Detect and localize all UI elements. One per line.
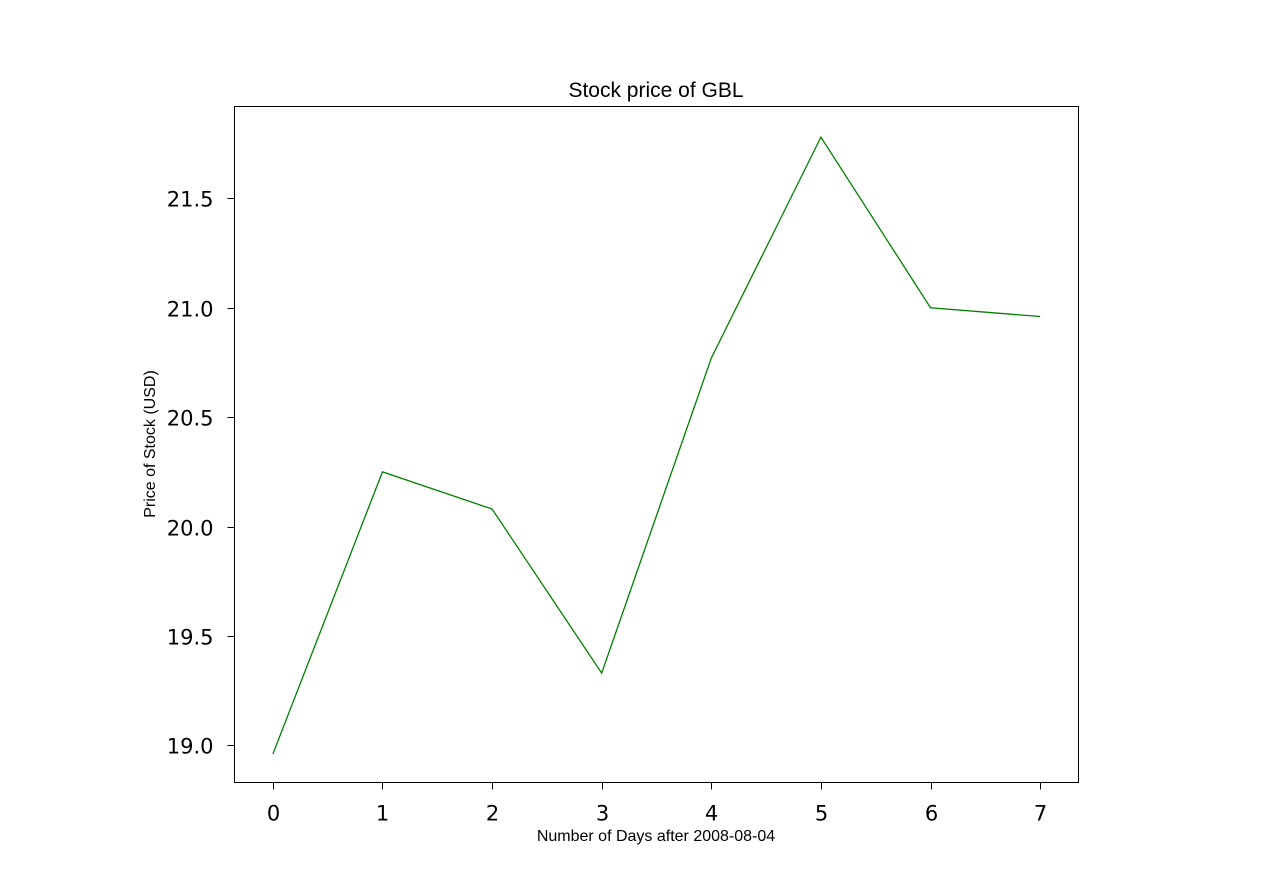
y-tick-label: 19.0 bbox=[167, 735, 214, 759]
x-axis-label: Number of Days after 2008-08-04 bbox=[537, 828, 775, 845]
x-tick-label: 2 bbox=[486, 802, 499, 826]
y-tick-label: 21.5 bbox=[167, 188, 214, 212]
y-axis-label: Price of Stock (USD) bbox=[142, 370, 159, 518]
y-tick-label: 21.0 bbox=[167, 298, 214, 322]
x-tick-label: 6 bbox=[925, 802, 938, 826]
x-tick-label: 1 bbox=[376, 802, 389, 826]
x-tick-label: 4 bbox=[705, 802, 718, 826]
y-tick-label: 20.5 bbox=[167, 407, 214, 431]
y-tick-label: 19.5 bbox=[167, 626, 214, 650]
price-series-line bbox=[272, 135, 1041, 755]
y-axis-ticks: 19.0 19.5 20.0 20.5 21.0 21.5 bbox=[167, 188, 235, 759]
plot-area-frame bbox=[234, 106, 1079, 783]
x-axis-ticks: 0 1 2 3 4 5 6 7 bbox=[267, 782, 1047, 826]
y-tick-label: 20.0 bbox=[167, 517, 214, 541]
x-tick-label: 5 bbox=[815, 802, 828, 826]
series-layer bbox=[272, 135, 1041, 755]
x-tick-label: 3 bbox=[596, 802, 609, 826]
x-tick-label: 7 bbox=[1034, 802, 1047, 826]
chart-title: Stock price of GBL bbox=[568, 79, 743, 102]
x-tick-label: 0 bbox=[267, 802, 280, 826]
